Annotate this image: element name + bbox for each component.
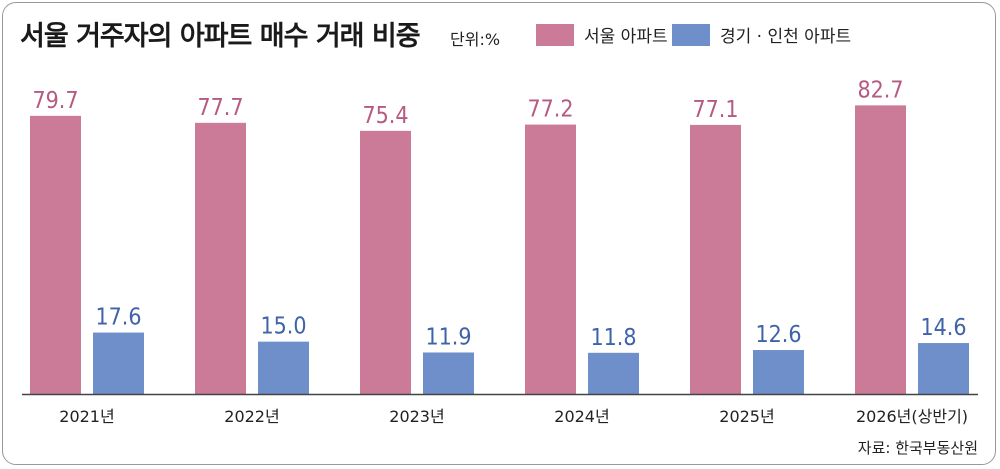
x-tick-label-2: 2022년	[224, 407, 279, 426]
data-label-seoul-1: 79.7	[32, 88, 78, 114]
data-label-gyeonggi-5: 12.6	[755, 322, 801, 348]
bar-seoul-4	[525, 124, 576, 395]
bar-gyeonggi-5	[753, 350, 804, 394]
bar-seoul-3	[360, 130, 411, 394]
bar-seoul-6	[855, 105, 906, 394]
bar-gyeonggi-2	[258, 341, 309, 394]
legend-item-seoul: 서울 아파트	[536, 22, 668, 47]
data-label-gyeonggi-6: 14.6	[920, 315, 966, 341]
x-tick-label-4: 2024년	[554, 407, 609, 426]
x-tick-label-3: 2023년	[389, 407, 444, 426]
legend-swatch-seoul	[536, 23, 574, 46]
bar-gyeonggi-6	[918, 343, 969, 394]
bar-gyeonggi-3	[423, 352, 474, 394]
data-label-seoul-2: 77.7	[197, 95, 243, 121]
x-tick-label-6: 2026년(상반기)	[856, 407, 968, 426]
data-label-seoul-3: 75.4	[362, 103, 408, 129]
data-label-seoul-5: 77.1	[692, 97, 738, 123]
x-tick-label-1: 2021년	[59, 407, 114, 426]
data-label-gyeonggi-3: 11.9	[425, 324, 471, 350]
data-label-gyeonggi-4: 11.8	[590, 325, 636, 351]
unit-label: 단위:%	[450, 30, 501, 49]
source-note: 자료: 한국부동산원	[857, 439, 978, 457]
x-tick-label-5: 2025년	[719, 407, 774, 426]
bar-seoul-1	[30, 115, 81, 395]
data-label-seoul-4: 77.2	[527, 97, 573, 123]
data-label-seoul-6: 82.7	[857, 77, 903, 103]
chart-title: 서울 거주자의 아파트 매수 거래 비중	[20, 21, 421, 52]
data-label-gyeonggi-1: 17.6	[95, 305, 141, 331]
bar-seoul-2	[195, 122, 246, 395]
bar-seoul-5	[690, 124, 741, 395]
legend-label-seoul: 서울 아파트	[584, 27, 668, 47]
legend-item-gyeonggi: 경기 · 인천 아파트	[672, 22, 851, 47]
legend-label-gyeonggi: 경기 · 인천 아파트	[720, 27, 852, 47]
data-label-gyeonggi-2: 15.0	[260, 314, 306, 340]
legend-swatch-gyeonggi	[672, 23, 710, 46]
bar-gyeonggi-1	[93, 332, 144, 394]
bar-gyeonggi-4	[588, 352, 639, 394]
